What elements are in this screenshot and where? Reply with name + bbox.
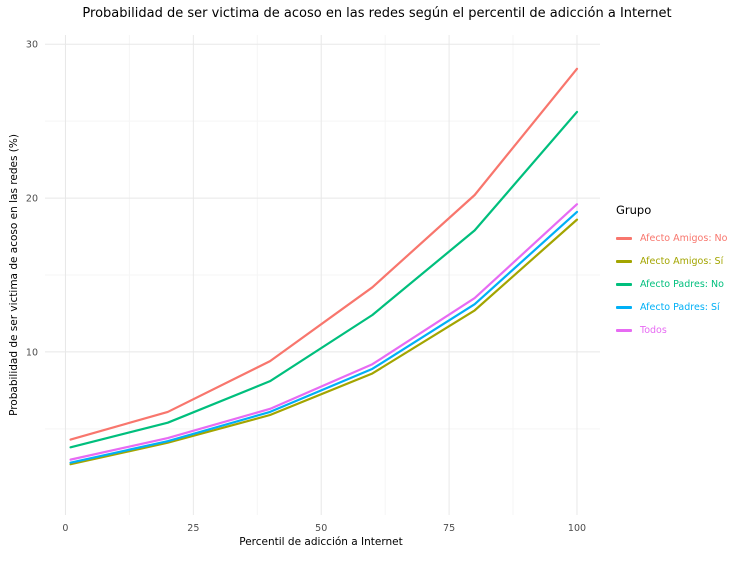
legend-label: Afecto Padres: No bbox=[640, 279, 724, 290]
y-axis-label: Probabilidad de ser victima de acoso en … bbox=[8, 134, 20, 416]
x-tick-label: 75 bbox=[443, 523, 455, 534]
legend-label: Afecto Amigos: No bbox=[640, 233, 728, 244]
legend: Grupo Afecto Amigos: No Afecto Amigos: Sí… bbox=[616, 203, 727, 342]
x-tick-label: 0 bbox=[62, 523, 68, 534]
y-tick-label: 10 bbox=[26, 347, 38, 358]
legend-label: Afecto Padres: Sí bbox=[640, 302, 720, 313]
series-line bbox=[69, 203, 579, 461]
y-tick-label: 30 bbox=[26, 40, 38, 51]
legend-key-line bbox=[616, 260, 632, 263]
legend-label: Todos bbox=[640, 325, 667, 336]
chart-title: Probabilidad de ser victima de acoso en … bbox=[82, 6, 672, 21]
legend-item: Afecto Padres: No bbox=[616, 273, 727, 296]
legend-item: Afecto Amigos: No bbox=[616, 227, 727, 250]
legend-key-line bbox=[616, 283, 632, 286]
series-line bbox=[69, 67, 579, 441]
legend-label: Afecto Amigos: Sí bbox=[640, 256, 724, 267]
series-line bbox=[69, 110, 579, 449]
legend-title: Grupo bbox=[616, 203, 652, 217]
y-tick-label: 20 bbox=[26, 194, 38, 205]
x-axis-label: Percentil de adicción a Internet bbox=[239, 536, 403, 548]
series-line bbox=[69, 210, 579, 464]
legend-key-line bbox=[616, 237, 632, 240]
x-tick-label: 100 bbox=[568, 523, 586, 534]
legend-item: Afecto Amigos: Sí bbox=[616, 250, 727, 273]
series-line bbox=[69, 218, 579, 466]
legend-item: Afecto Padres: Sí bbox=[616, 296, 727, 319]
x-tick-label: 25 bbox=[187, 523, 199, 534]
legend-key-line bbox=[616, 329, 632, 332]
legend-key-line bbox=[616, 306, 632, 309]
legend-items: Afecto Amigos: No Afecto Amigos: Sí Afecto… bbox=[616, 227, 727, 342]
x-tick-label: 50 bbox=[315, 523, 327, 534]
legend-item: Todos bbox=[616, 319, 727, 342]
